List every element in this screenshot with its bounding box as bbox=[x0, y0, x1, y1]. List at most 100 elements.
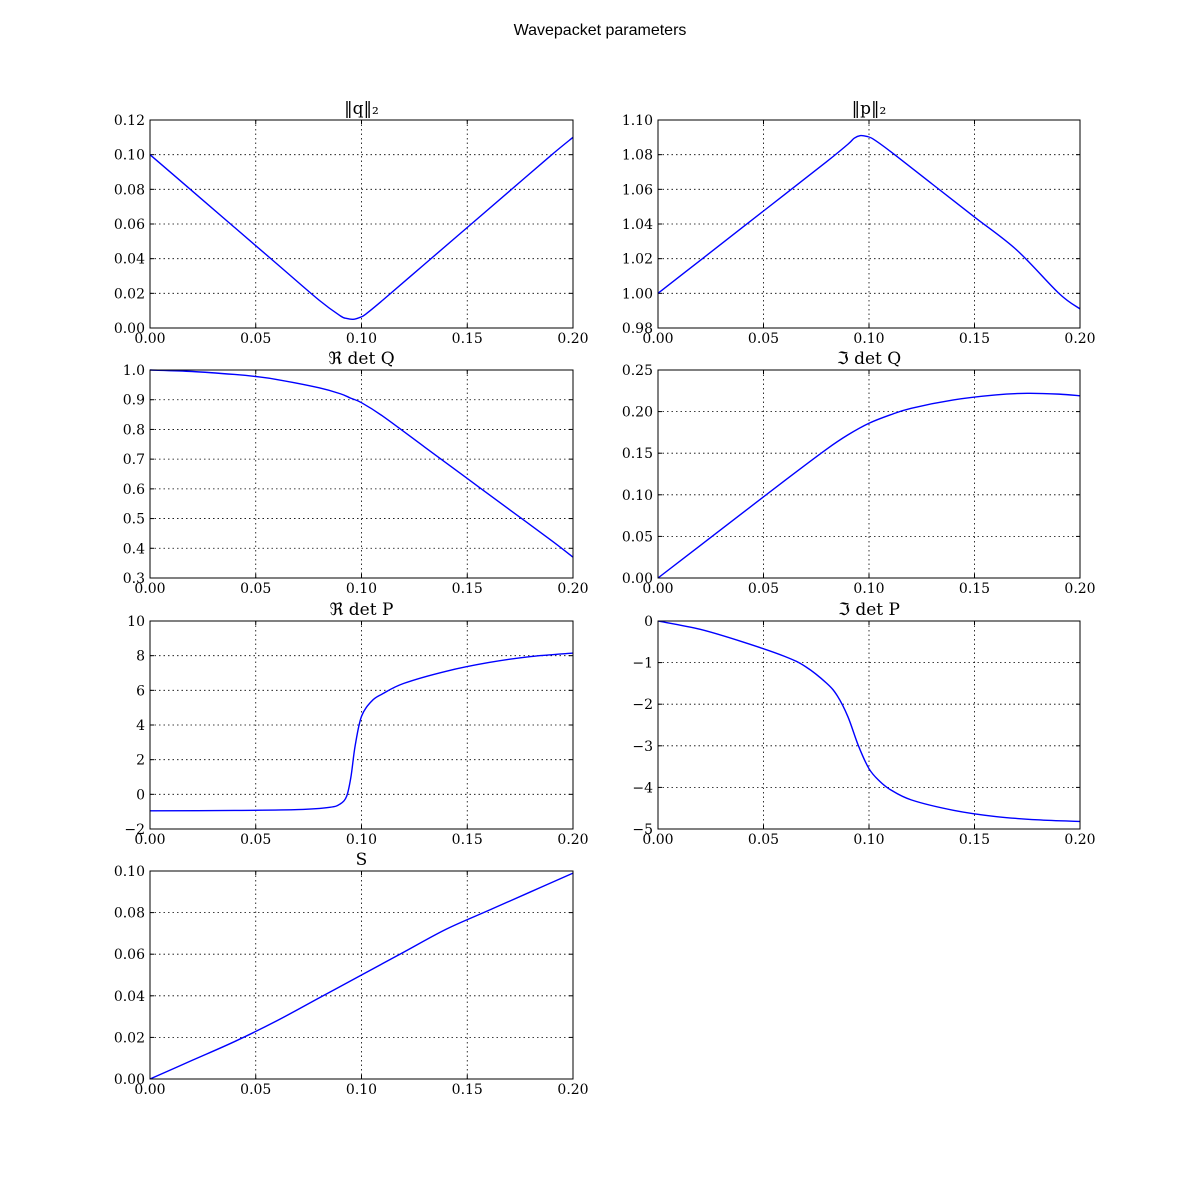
y-tick-label: −1 bbox=[632, 656, 653, 672]
x-tick-label: 0.05 bbox=[240, 832, 271, 848]
y-tick-label: 0.05 bbox=[622, 529, 653, 545]
y-tick-label: 1.0 bbox=[123, 363, 145, 379]
x-tick-label: 0.20 bbox=[1064, 581, 1095, 597]
y-tick-label: 0.04 bbox=[114, 252, 145, 268]
y-tick-label: 1.02 bbox=[622, 252, 653, 268]
x-tick-label: 0.05 bbox=[240, 331, 271, 347]
x-tick-label: 0.00 bbox=[642, 832, 673, 848]
subplot-1-series-line bbox=[149, 136, 574, 321]
y-tick-label: 0.10 bbox=[114, 864, 145, 880]
x-tick-label: 0.10 bbox=[346, 832, 377, 848]
x-tick-label: 0.05 bbox=[240, 1082, 271, 1098]
y-tick-label: 1.08 bbox=[622, 148, 653, 164]
x-tick-label: 0.15 bbox=[959, 832, 990, 848]
y-tick-label: 0.06 bbox=[114, 947, 145, 963]
x-tick-label: 0.00 bbox=[134, 832, 165, 848]
subplot-7-series-line bbox=[149, 872, 574, 1080]
x-tick-label: 0.05 bbox=[748, 832, 779, 848]
x-tick-label: 0.10 bbox=[346, 581, 377, 597]
y-tick-label: 1.06 bbox=[622, 182, 653, 198]
subplot-2-series-line bbox=[657, 134, 1081, 310]
subplot-4: ℑ det Q 0.00 0.05 0.10 0.15 0.20 0.00 0.05 0.10 0… bbox=[622, 349, 1096, 597]
y-tick-label: 0.10 bbox=[114, 148, 145, 164]
x-tick-label: 0.20 bbox=[1064, 331, 1095, 347]
y-tick-label: 0.7 bbox=[123, 452, 145, 468]
y-tick-label: 0.02 bbox=[114, 1030, 145, 1046]
y-tick-label: 0 bbox=[136, 787, 145, 803]
y-tick-label: −2 bbox=[124, 822, 145, 838]
subplot-1-title: ‖q‖₂ bbox=[344, 99, 379, 119]
subplot-7-title: S bbox=[356, 850, 368, 870]
subplots: ‖q‖₂ 0.00 0.05 0.10 0.15 0.20 0.00 0.02 0.04 0.06… bbox=[114, 99, 1096, 1098]
subplot-6: ℑ det P 0.00 0.05 0.10 0.15 0.20 −5 −4 −3 −2 −1 0 bbox=[632, 600, 1095, 848]
y-tick-label: 0.98 bbox=[622, 321, 653, 337]
y-tick-label: 0.12 bbox=[114, 113, 145, 129]
x-tick-label: 0.15 bbox=[452, 581, 483, 597]
y-tick-label: 0.3 bbox=[123, 571, 145, 587]
subplot-7: S 0.00 0.05 0.10 0.15 0.20 0.00 0.02 0.04 0.06 0.0… bbox=[114, 850, 589, 1098]
subplot-5-title: ℜ det P bbox=[330, 600, 394, 620]
subplot-2: ‖p‖₂ 0.00 0.05 0.10 0.15 0.20 0.98 1.00 1.02 1.04… bbox=[622, 99, 1096, 347]
y-tick-label: 0.15 bbox=[622, 446, 653, 462]
x-tick-label: 0.20 bbox=[557, 331, 588, 347]
subplot-3-title: ℜ det Q bbox=[328, 349, 394, 369]
y-tick-label: 0.00 bbox=[114, 321, 145, 337]
y-tick-label: 0.02 bbox=[114, 286, 145, 302]
y-tick-label: 0.00 bbox=[622, 571, 653, 587]
y-tick-label: 0.9 bbox=[123, 393, 145, 409]
y-tick-label: 0.5 bbox=[123, 512, 145, 528]
x-tick-label: 0.15 bbox=[959, 331, 990, 347]
figure-title: Wavepacket parameters bbox=[514, 22, 687, 39]
x-tick-label: 0.10 bbox=[346, 331, 377, 347]
y-tick-label: 8 bbox=[136, 649, 145, 665]
x-tick-label: 0.20 bbox=[557, 832, 588, 848]
subplot-3: ℜ det Q 0.00 0.05 0.10 0.15 0.20 0.3 0.4 0.5 0.6 0… bbox=[123, 349, 589, 597]
subplot-7-frame bbox=[149, 870, 574, 1080]
y-tick-label: −3 bbox=[632, 739, 653, 755]
subplot-6-series-line bbox=[657, 620, 1081, 823]
subplot-4-frame bbox=[657, 369, 1081, 579]
y-tick-label: 1.04 bbox=[622, 217, 653, 233]
subplot-5-series-line bbox=[149, 652, 574, 812]
x-tick-label: 0.15 bbox=[452, 331, 483, 347]
x-tick-label: 0.00 bbox=[642, 581, 673, 597]
y-tick-label: 0.08 bbox=[114, 906, 145, 922]
y-tick-label: 0 bbox=[644, 614, 653, 630]
subplot-6-frame bbox=[657, 620, 1081, 830]
x-tick-label: 0.00 bbox=[134, 1082, 165, 1098]
y-tick-label: −5 bbox=[632, 822, 653, 838]
y-tick-label: 0.10 bbox=[622, 488, 653, 504]
y-tick-label: −2 bbox=[632, 697, 653, 713]
y-tick-label: 0.8 bbox=[123, 422, 145, 438]
x-tick-label: 0.10 bbox=[853, 832, 884, 848]
y-tick-label: 0.06 bbox=[114, 217, 145, 233]
y-tick-label: 2 bbox=[136, 753, 145, 769]
y-tick-label: 6 bbox=[136, 683, 145, 699]
subplot-2-title: ‖p‖₂ bbox=[852, 99, 887, 119]
x-tick-label: 0.00 bbox=[134, 581, 165, 597]
y-tick-label: −4 bbox=[632, 780, 653, 796]
y-tick-label: 0.4 bbox=[123, 541, 145, 557]
subplot-4-series-line bbox=[657, 392, 1081, 579]
subplot-4-title: ℑ det Q bbox=[837, 349, 901, 369]
x-tick-label: 0.10 bbox=[853, 581, 884, 597]
x-tick-label: 0.10 bbox=[346, 1082, 377, 1098]
y-tick-label: 0.25 bbox=[622, 363, 653, 379]
x-tick-label: 0.05 bbox=[240, 581, 271, 597]
y-tick-label: 1.10 bbox=[622, 113, 653, 129]
y-tick-label: 1.00 bbox=[622, 286, 653, 302]
x-tick-label: 0.05 bbox=[748, 581, 779, 597]
x-tick-label: 0.05 bbox=[748, 331, 779, 347]
y-tick-label: 10 bbox=[127, 614, 145, 630]
y-tick-label: 0.04 bbox=[114, 989, 145, 1005]
y-tick-label: 0.00 bbox=[114, 1072, 145, 1088]
x-tick-label: 0.10 bbox=[853, 331, 884, 347]
x-tick-label: 0.20 bbox=[1064, 832, 1095, 848]
y-tick-label: 0.20 bbox=[622, 405, 653, 421]
subplot-5: ℜ det P 0.00 0.05 0.10 0.15 0.20 −2 0 2 4 6 8 10 bbox=[124, 600, 588, 848]
x-tick-label: 0.15 bbox=[452, 1082, 483, 1098]
x-tick-label: 0.20 bbox=[557, 1082, 588, 1098]
y-tick-label: 0.08 bbox=[114, 182, 145, 198]
